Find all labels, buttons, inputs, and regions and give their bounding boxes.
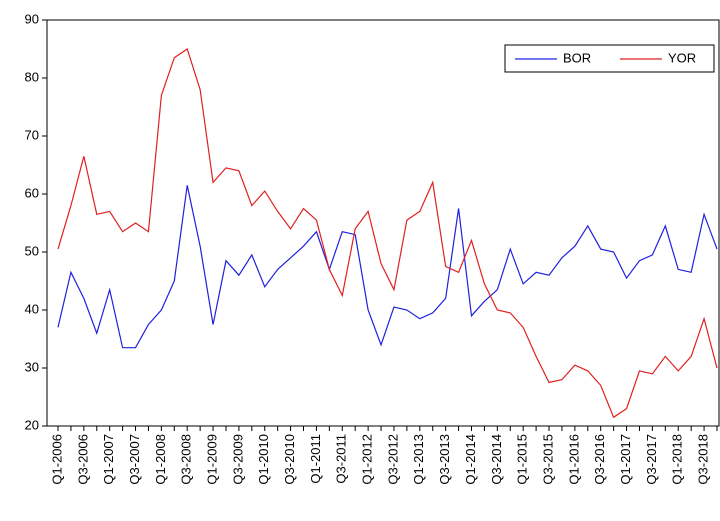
series-line — [57, 48, 718, 419]
x-tick-label: Q3-2012 — [385, 434, 400, 485]
y-tick-label: 20 — [25, 417, 39, 432]
x-tick-label: Q1-2018 — [670, 434, 685, 485]
x-tick-label: Q3-2016 — [592, 434, 607, 485]
y-tick-label: 50 — [25, 243, 39, 258]
y-tick-label: 80 — [25, 69, 39, 84]
x-tick-label: Q3-2017 — [644, 434, 659, 485]
x-tick-label: Q3-2009 — [230, 434, 245, 485]
legend-label: BOR — [563, 50, 591, 65]
x-tick-label: Q1-2008 — [153, 434, 168, 485]
x-tick-label: Q3-2014 — [489, 434, 504, 485]
x-tick-label: Q1-2012 — [360, 434, 375, 485]
x-tick-label: Q3-2013 — [437, 434, 452, 485]
plot-frame — [46, 19, 720, 427]
x-tick-label: Q3-2010 — [282, 434, 297, 485]
x-tick-label: Q1-2011 — [308, 434, 323, 484]
x-tick-label: Q1-2006 — [49, 434, 64, 485]
x-tick-label: Q1-2016 — [566, 434, 581, 485]
x-tick-label: Q1-2015 — [515, 434, 530, 485]
x-tick-label: Q3-2006 — [75, 434, 90, 485]
x-tick-label: Q1-2007 — [101, 434, 116, 485]
x-tick-label: Q3-2018 — [696, 434, 711, 485]
x-tick-label: Q1-2010 — [256, 434, 271, 485]
series-line — [57, 185, 718, 349]
y-tick-label: 90 — [25, 11, 39, 26]
x-tick-label: Q3-2015 — [540, 434, 555, 485]
y-tick-label: 60 — [25, 185, 39, 200]
x-tick-label: Q3-2007 — [127, 434, 142, 485]
y-tick-label: 40 — [25, 301, 39, 316]
x-tick-label: Q1-2014 — [463, 434, 478, 485]
x-tick-label: Q3-2008 — [179, 434, 194, 485]
x-tick-label: Q1-2013 — [411, 434, 426, 485]
x-tick-label: Q3-2011 — [334, 434, 349, 484]
y-tick-label: 30 — [25, 359, 39, 374]
y-tick-label: 70 — [25, 127, 39, 142]
x-tick-label: Q1-2009 — [204, 434, 219, 485]
x-tick-label: Q1-2017 — [618, 434, 633, 485]
legend-label: YOR — [668, 50, 696, 65]
